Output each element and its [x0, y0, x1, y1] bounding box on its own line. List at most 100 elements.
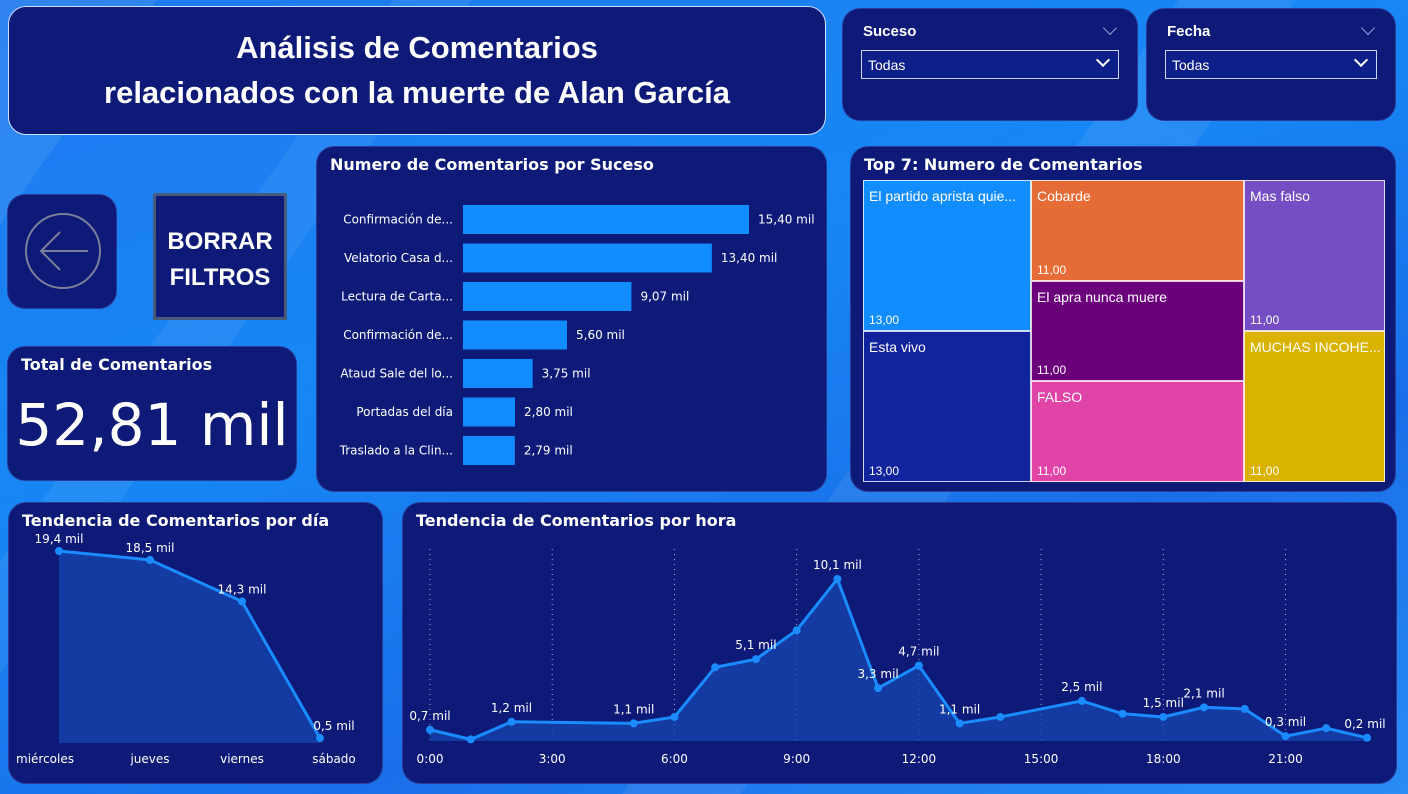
data-point[interactable] [996, 712, 1005, 721]
data-point[interactable] [1077, 696, 1086, 705]
data-point[interactable] [914, 661, 923, 670]
treemap-cell[interactable]: MUCHAS INCOHE... 11,00 [1244, 331, 1385, 482]
treemap-cell[interactable]: Esta vivo 13,00 [863, 331, 1031, 482]
data-point[interactable] [670, 712, 679, 721]
bar-value-label: 5,60 mil [576, 328, 625, 342]
data-point[interactable] [711, 663, 720, 672]
data-point[interactable] [629, 719, 638, 728]
treemap-cell-value: 13,00 [869, 464, 900, 478]
data-label: 1,5 mil [1143, 696, 1184, 710]
data-point[interactable] [1159, 712, 1168, 721]
chevron-down-icon[interactable] [1102, 20, 1118, 36]
back-button[interactable] [7, 194, 117, 309]
fecha-slicer: Fecha Todas [1146, 8, 1396, 121]
treemap-cell-value: 11,00 [1250, 313, 1280, 327]
data-label: 1,2 mil [491, 701, 532, 715]
data-label: 1,1 mil [613, 702, 654, 716]
data-point[interactable] [55, 547, 63, 555]
data-label: 18,5 mil [126, 541, 175, 555]
data-point[interactable] [955, 719, 964, 728]
data-point[interactable] [426, 725, 434, 734]
fecha-slicer-label: Fecha [1167, 23, 1211, 40]
title-card: Análisis de Comentarios relacionados con… [8, 6, 826, 135]
treemap: El partido aprista quie... 13,00 Esta vivo… [863, 180, 1385, 482]
data-label: 2,1 mil [1183, 686, 1224, 700]
total-comments-label: Total de Comentarios [21, 355, 213, 374]
clear-filters-label: BORRAR FILTROS [156, 196, 284, 296]
title-line-1: Análisis de Comentarios [236, 30, 598, 65]
x-tick-label: 0:00 [417, 752, 444, 766]
total-comments-value: 52,81 mil [15, 391, 289, 459]
x-tick-label: 15:00 [1024, 752, 1059, 766]
data-label: 0,7 mil [409, 709, 450, 723]
data-point[interactable] [833, 575, 842, 583]
data-point[interactable] [1322, 724, 1331, 733]
daily-trend-chart: 19,4 mil miércoles 18,5 mil jueves 14,3 mil v… [16, 532, 356, 766]
bar-category-label: Lectura de Carta... [341, 290, 453, 304]
bar[interactable] [463, 397, 515, 427]
bar-value-label: 2,79 mil [524, 444, 573, 458]
data-point[interactable] [146, 555, 154, 564]
data-label: 4,7 mil [898, 645, 939, 659]
data-point[interactable] [1118, 709, 1127, 718]
treemap-cell-value: 11,00 [1037, 263, 1067, 277]
bar-category-label: Ataud Sale del lo... [340, 367, 453, 381]
data-label: 2,5 mil [1061, 680, 1102, 694]
bar[interactable] [463, 205, 749, 234]
arrow-left-circle-icon [25, 213, 101, 289]
treemap-cell-label: MUCHAS INCOHE... [1250, 339, 1381, 355]
data-point[interactable] [1240, 704, 1249, 713]
area-fill [59, 551, 320, 743]
bar-category-label: Confirmación de... [343, 328, 453, 342]
data-point[interactable] [1281, 732, 1290, 741]
data-point[interactable] [466, 735, 475, 744]
chevron-down-icon [1353, 52, 1369, 68]
bar[interactable] [463, 243, 712, 273]
x-tick-label: viernes [220, 752, 264, 766]
data-point[interactable] [238, 597, 246, 606]
x-tick-label: 12:00 [902, 752, 937, 766]
data-label: 10,1 mil [813, 558, 862, 572]
treemap-cell-label: Cobarde [1037, 188, 1091, 204]
data-point[interactable] [507, 717, 516, 726]
treemap-cell[interactable]: Cobarde 11,00 [1031, 180, 1244, 281]
clear-filters-line-2: FILTROS [169, 264, 271, 291]
x-tick-label: 18:00 [1146, 752, 1181, 766]
suceso-dropdown[interactable]: Todas [861, 50, 1119, 79]
data-point[interactable] [874, 684, 883, 693]
page-title: Análisis de Comentarios relacionados con… [9, 25, 825, 115]
total-comments-card: Total de Comentarios 52,81 mil [7, 346, 297, 481]
bar-value-label: 3,75 mil [542, 367, 591, 381]
data-point[interactable] [792, 626, 801, 635]
treemap-cell[interactable]: El apra nunca muere 11,00 [1031, 281, 1244, 381]
area-fill [430, 579, 1367, 741]
data-point[interactable] [1200, 703, 1209, 712]
treemap-cell-value: 13,00 [869, 313, 900, 327]
bar-chart-title: Numero de Comentarios por Suceso [330, 155, 654, 174]
treemap-cell[interactable]: El partido aprista quie... 13,00 [863, 180, 1031, 331]
fecha-dropdown[interactable]: Todas [1165, 50, 1377, 79]
bar[interactable] [463, 436, 515, 465]
treemap-cell-label: El apra nunca muere [1037, 289, 1167, 305]
treemap-cell[interactable]: FALSO 11,00 [1031, 381, 1244, 482]
data-label: 5,1 mil [735, 638, 776, 652]
x-tick-label: 21:00 [1268, 752, 1303, 766]
treemap-cell[interactable]: Mas falso 11,00 [1244, 180, 1385, 331]
chevron-down-icon[interactable] [1360, 20, 1376, 36]
clear-filters-button[interactable]: BORRAR FILTROS [153, 193, 287, 320]
bar[interactable] [463, 320, 567, 350]
bar-category-label: Velatorio Casa d... [344, 251, 453, 265]
treemap-cell-value: 11,00 [1037, 363, 1067, 377]
data-point[interactable] [1363, 733, 1371, 742]
data-label: 0,3 mil [1265, 715, 1306, 729]
suceso-slicer: Suceso Todas [842, 8, 1138, 121]
data-point[interactable] [751, 655, 760, 664]
bar[interactable] [463, 359, 533, 388]
fecha-dropdown-value: Todas [1172, 57, 1210, 73]
bar[interactable] [463, 282, 632, 311]
bar-value-label: 2,80 mil [524, 405, 573, 419]
suceso-dropdown-value: Todas [868, 57, 906, 73]
data-point[interactable] [316, 734, 324, 743]
chevron-down-icon [1095, 52, 1111, 68]
treemap-cell-label: Esta vivo [869, 339, 926, 355]
